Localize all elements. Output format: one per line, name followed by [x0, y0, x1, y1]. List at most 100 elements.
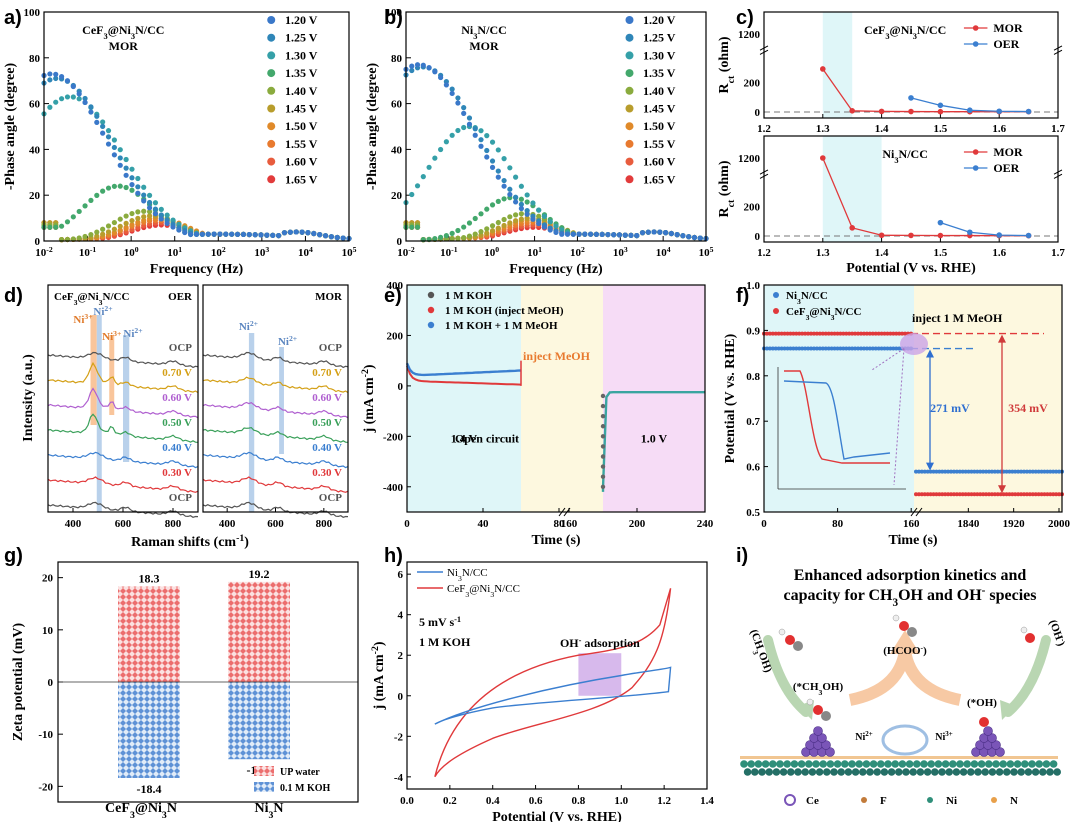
e-koh-point: [600, 434, 606, 439]
f-ytick-label: 1.0: [746, 280, 760, 292]
b-data-point: [582, 231, 588, 237]
i-substrate-atom: [855, 760, 863, 768]
i-substrate-atom: [952, 768, 961, 776]
a-data-point: [311, 230, 317, 237]
a-xtick-label: 10-2: [35, 245, 53, 260]
a-legend-marker: [267, 69, 276, 78]
b-data-point: [628, 232, 634, 238]
b-data-point: [414, 62, 421, 68]
i-substrate-atom: [823, 768, 831, 776]
a-data-point: [141, 208, 147, 214]
c-top-mor-line: [822, 68, 1029, 113]
d-left-spectrum-line: [47, 476, 199, 493]
b-xtick-label: 103: [613, 245, 628, 260]
a-data-point: [299, 229, 305, 235]
i-substrate-atom: [1042, 760, 1051, 768]
d-left-annot-ni3: Ni3+: [102, 329, 121, 344]
b-legend-marker: [625, 157, 634, 166]
i-substrate-atom: [787, 768, 795, 776]
a-data-point: [70, 94, 76, 100]
b-data-point: [674, 232, 680, 238]
g-legend-blue: [254, 782, 274, 792]
f-cef3-point: [1024, 492, 1029, 497]
b-xlabel: Frequency (Hz): [509, 262, 603, 277]
a-data-point: [287, 229, 293, 235]
a-data-point: [111, 144, 117, 151]
i-title-line1: Enhanced adsorption kinetics and: [794, 567, 1027, 584]
a-data-point: [146, 199, 153, 206]
f-cef3-point: [867, 331, 872, 336]
f-cef3-point: [966, 492, 971, 497]
f-cef3-point: [806, 331, 811, 336]
f-cef3-point: [989, 492, 994, 497]
i-substrate-atom: [815, 768, 824, 776]
a-data-point: [193, 231, 200, 237]
a-data-point: [70, 83, 76, 90]
b-data-point: [461, 110, 467, 116]
f-ni3n-point: [1054, 469, 1059, 474]
a-legend-marker: [267, 33, 276, 42]
f-legend-ni3n-marker: [773, 292, 779, 298]
a-legend-marker: [267, 104, 276, 113]
h-xtick-label: 0.2: [443, 795, 457, 807]
b-xtick-label: 10-2: [397, 245, 415, 260]
b-legend-label: 1.35 V: [643, 66, 676, 80]
i-substrate-atom: [945, 768, 953, 776]
b-data-point: [518, 216, 524, 222]
f-ytick-label: 0.8: [746, 371, 760, 383]
e-legend-marker: [427, 306, 435, 314]
a-data-point: [317, 232, 323, 238]
d-right-spectrum-label: 0.70 V: [312, 367, 342, 379]
i-legend-marker: [861, 797, 867, 803]
b-data-point: [443, 233, 449, 239]
a-legend-marker: [267, 139, 276, 148]
a-data-point: [328, 234, 335, 240]
a-data-point: [94, 233, 100, 239]
a-data-point: [146, 213, 153, 219]
f-cef3-point: [888, 331, 893, 336]
c-bottom-xtick-label: 1.6: [992, 247, 1006, 259]
i-substrate-atom: [931, 768, 939, 776]
i-cycle-arrow: [881, 724, 929, 756]
f-ni3n-point: [861, 346, 866, 351]
g-ytick-label: 10: [42, 625, 54, 637]
b-data-point: [426, 64, 432, 71]
b-data-point: [524, 192, 530, 198]
a-data-point: [117, 227, 123, 233]
b-data-point: [524, 208, 530, 214]
f-cef3-point: [978, 492, 983, 497]
g-legend-red: [254, 766, 274, 776]
f-cef3-point: [922, 492, 927, 497]
f-cef3-point: [803, 331, 808, 336]
b-data-point: [518, 211, 524, 217]
b-data-point: [478, 137, 484, 143]
f-cef3-point: [1013, 492, 1018, 497]
d-left-spectrum-line: [47, 387, 199, 419]
b-data-point: [599, 231, 605, 238]
c-bottom-oer-line: [940, 222, 1029, 237]
i-substrate-atom: [758, 768, 766, 776]
a-data-point: [82, 95, 88, 102]
f-ni3n-point: [794, 346, 799, 351]
b-data-point: [449, 132, 455, 138]
i-substrate-atom: [751, 768, 759, 776]
e-legend-marker: [427, 291, 435, 299]
h-axes-frame: [406, 561, 708, 790]
i-substrate-atom: [992, 760, 1000, 768]
f-ni3n-point: [788, 346, 793, 351]
a-data-point: [264, 232, 270, 238]
a-data-point: [252, 232, 258, 238]
f-cef3-point: [794, 331, 799, 336]
i-substrate-atom: [981, 768, 989, 776]
c-top-legend-mor-label: MOR: [993, 21, 1023, 35]
a-data-point: [158, 206, 164, 212]
i-substrate-atom: [938, 768, 946, 776]
b-data-point: [588, 231, 594, 237]
a-data-point: [123, 220, 129, 226]
d-ylabel: Intensity (a.u.): [21, 354, 36, 442]
b-data-point: [449, 90, 455, 97]
f-cef3-point: [773, 331, 778, 336]
i-substrate-atom: [776, 760, 784, 768]
